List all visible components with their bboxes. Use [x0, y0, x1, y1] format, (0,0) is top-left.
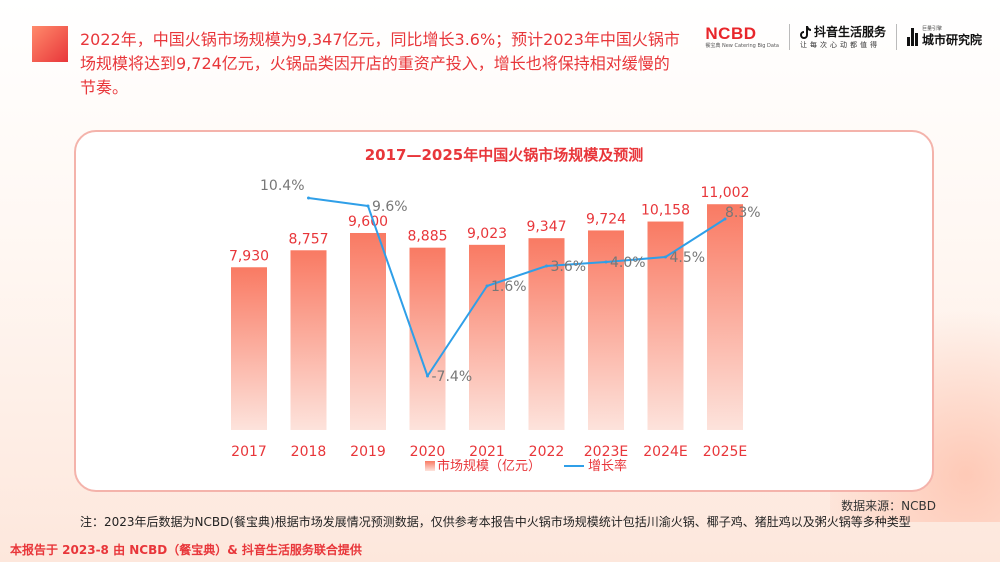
douyin-logo: 抖音生活服务 让每次心动都值得 — [799, 24, 886, 50]
bar-value-label: 8,757 — [288, 231, 328, 247]
chart-plot: 7,930 2017 8,757 2018 9,600 2019 8,885 2020 9,02… — [229, 178, 761, 474]
logo-divider — [895, 24, 897, 50]
x-tick-label: 2022 — [529, 444, 565, 460]
summary-text: 2022年，中国火锅市场规模为9,347亿元，同比增长3.6%；预计2023年中… — [80, 30, 680, 97]
bar-2019 — [350, 232, 386, 430]
ncbd-logo: NCBD 餐宝典 New Catering Big Data — [705, 23, 779, 50]
growth-rate-label: 4.0% — [610, 255, 646, 271]
city-logo-text: 城市研究院 — [921, 33, 982, 47]
bar-value-label: 9,023 — [467, 226, 507, 242]
douyin-logo-slogan: 让每次心动都值得 — [799, 41, 880, 49]
legend-bar-label: 市场规模（亿元） — [437, 458, 541, 474]
bar-value-label: 9,724 — [586, 211, 626, 227]
x-tick-label: 2023E — [584, 444, 628, 460]
chart-title: 2017—2025年中国火锅市场规模及预测 — [364, 146, 644, 164]
legend-bar-swatch — [425, 461, 435, 471]
growth-rate-point — [545, 264, 548, 268]
growth-rate-label: -7.4% — [432, 369, 473, 385]
bar-value-label: 10,158 — [641, 203, 690, 219]
x-tick-label: 2017 — [231, 444, 267, 460]
growth-rate-label: 9.6% — [372, 199, 408, 215]
growth-rate-point — [723, 217, 727, 221]
x-tick-label: 2021 — [469, 444, 505, 460]
growth-rate-label: 10.4% — [260, 178, 304, 194]
x-tick-label: 2025E — [703, 444, 747, 460]
growth-rate-point — [307, 196, 310, 200]
chart-card: 2017—2025年中国火锅市场规模及预测 7,930 2017 8,757 2018… — [74, 130, 934, 492]
bar-2018 — [290, 250, 327, 430]
growth-rate-point — [485, 284, 489, 288]
logo-divider — [788, 24, 790, 50]
x-tick-label: 2024E — [643, 444, 687, 460]
header-accent-square — [32, 26, 68, 62]
data-source: 数据来源：NCBD — [841, 499, 936, 513]
bar-2021 — [469, 244, 505, 430]
bar-value-label: 11,002 — [701, 185, 750, 201]
growth-rate-point — [366, 204, 370, 208]
growth-rate-point — [426, 374, 429, 378]
bar-value-label: 8,885 — [407, 229, 447, 245]
x-tick-label: 2019 — [350, 444, 386, 460]
bar-value-label: 9,600 — [348, 214, 388, 230]
bar-2025E — [707, 204, 743, 430]
bar-2017 — [231, 267, 267, 430]
report-footer: 本报告于 2023-8 由 NCBD（餐宝典）& 抖音生活服务联合提供 — [10, 543, 362, 557]
douyin-logo-text: 抖音生活服务 — [813, 25, 886, 39]
city-logo-prefix: 巨量引擎 — [921, 26, 942, 32]
x-tick-label: 2018 — [291, 444, 327, 460]
bar-value-label: 9,347 — [526, 219, 566, 235]
growth-rate-label: 3.6% — [551, 259, 587, 275]
x-tick-label: 2020 — [410, 444, 446, 460]
growth-rate-point — [664, 255, 667, 259]
growth-rate-label: 8.3% — [725, 205, 761, 221]
city-buildings-icon — [906, 28, 919, 46]
city-institute-logo: 巨量引擎 城市研究院 — [906, 26, 982, 48]
legend-line-label: 增长率 — [588, 458, 627, 474]
growth-rate-line — [308, 197, 726, 377]
partner-logos: NCBD 餐宝典 New Catering Big Data 抖音生活服务 让每… — [705, 20, 982, 54]
ncbd-logo-text: NCBD — [705, 23, 757, 43]
douyin-note-icon — [799, 25, 811, 39]
ncbd-logo-subtitle: 餐宝典 New Catering Big Data — [705, 42, 779, 49]
growth-rate-label: 1.6% — [491, 279, 527, 295]
bar-value-label: 7,930 — [229, 248, 269, 264]
growth-rate-label: 4.5% — [670, 250, 706, 266]
growth-rate-point — [604, 260, 608, 264]
footnote: 注：2023年后数据为NCBD(餐宝典)根据市场发展情况预测数据，仅供参考本报告… — [80, 515, 911, 529]
